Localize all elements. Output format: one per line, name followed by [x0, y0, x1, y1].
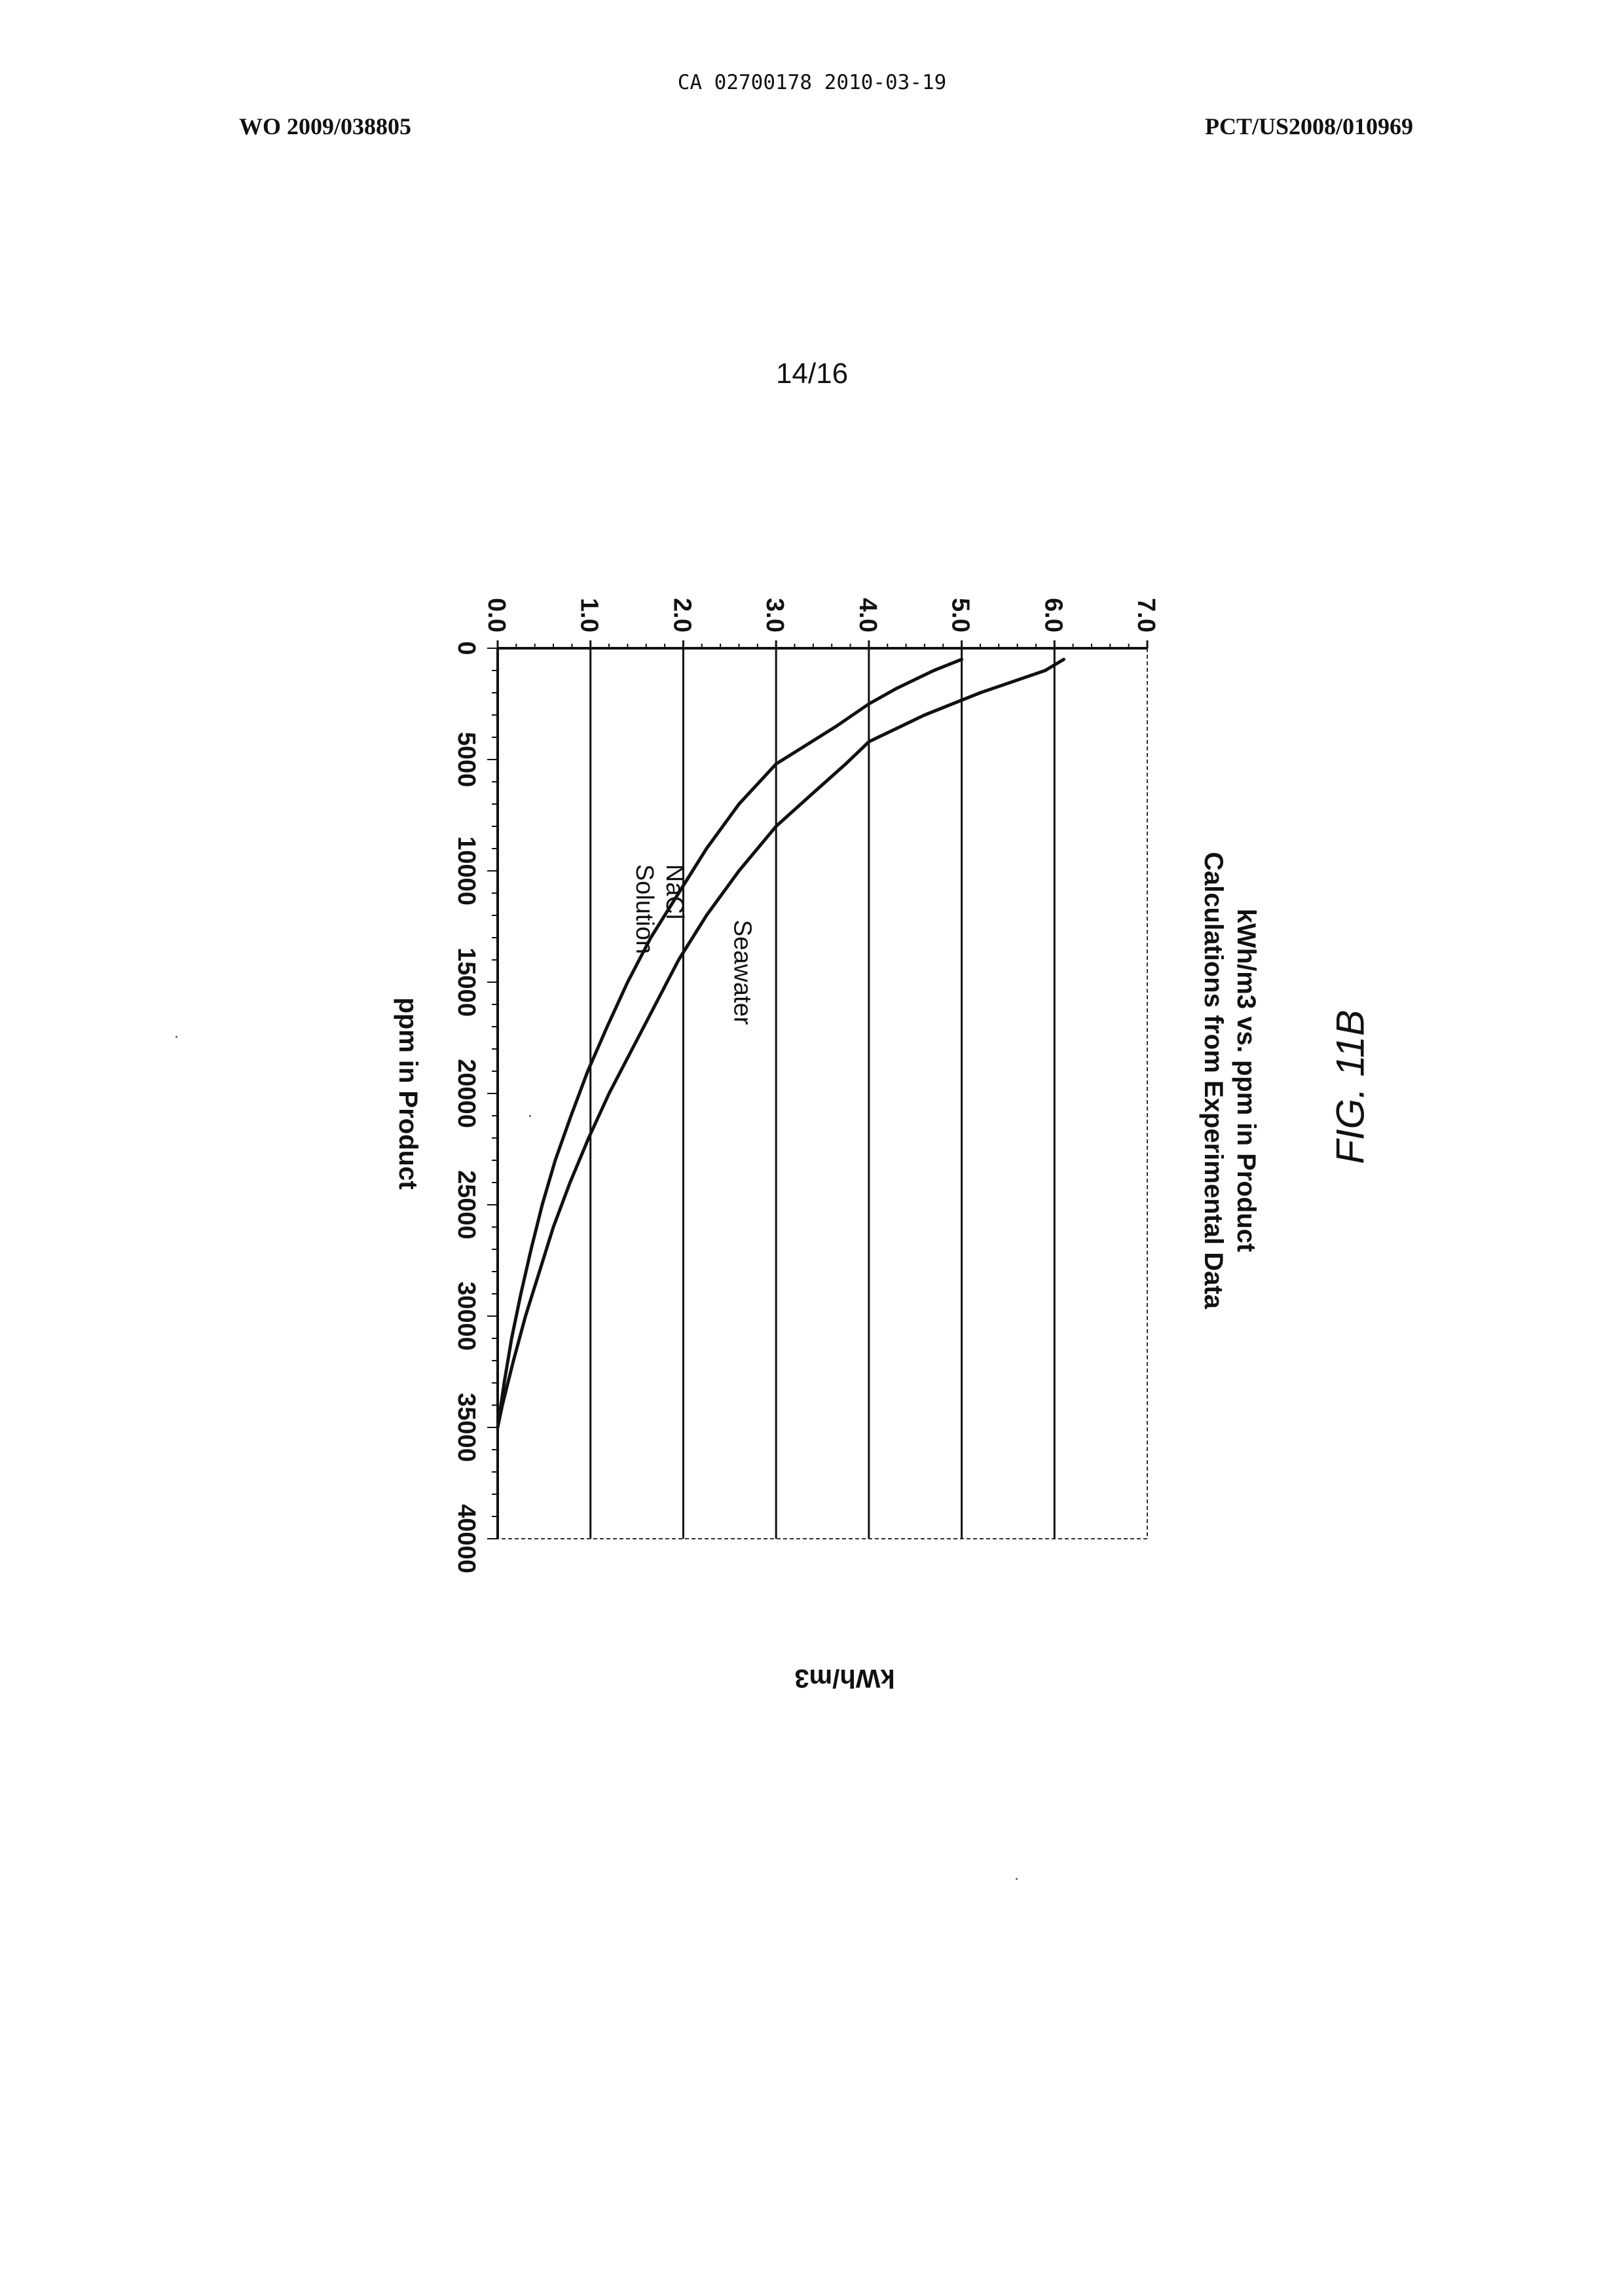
chart-labels: kWh/m3 vs. ppm in Product Calculations f… [394, 852, 1261, 1693]
y-tick-label-6.0: 6.0 [1039, 598, 1067, 633]
y-tick-label-1.0: 1.0 [576, 598, 603, 633]
x-tick-label-35000: 35000 [452, 1393, 480, 1462]
x-tick-label-40000: 40000 [452, 1504, 480, 1573]
chart-title: kWh/m3 vs. ppm in Product [1232, 909, 1261, 1253]
x-tick-label-30000: 30000 [452, 1281, 480, 1351]
y-tick-label-0.0: 0.0 [483, 598, 510, 633]
scan-speck [1016, 1878, 1018, 1880]
plot-area-frame [498, 648, 1147, 1539]
y-tick-label-7.0: 7.0 [1132, 598, 1160, 633]
y-tick-label-5.0: 5.0 [947, 598, 974, 633]
x-tick-label-0: 0 [452, 641, 480, 655]
series-line-nacl-solution [498, 659, 962, 1427]
x-axis-label: ppm in Product [394, 997, 422, 1189]
y-tick-label-3.0: 3.0 [761, 598, 788, 633]
x-tick-label-5000: 5000 [452, 732, 480, 788]
y-tick-label-4.0: 4.0 [854, 598, 881, 633]
x-tick-label-15000: 15000 [452, 947, 480, 1017]
scan-speck [175, 1036, 177, 1038]
x-tick-label-20000: 20000 [452, 1059, 480, 1128]
annotation-seawater: Seawater [728, 920, 756, 1025]
y-tick-label-2.0: 2.0 [668, 598, 695, 633]
annotation-solution: Solution [631, 864, 658, 954]
scan-speck [529, 1115, 531, 1117]
x-tick-label-10000: 10000 [452, 836, 480, 906]
annotation-nacl: NaCl [661, 864, 688, 919]
y-axis-label: kWh/m3 [794, 1664, 895, 1693]
chart-gridlines [591, 648, 1055, 1539]
chart-rotation-group: 0.0 1.0 2.0 3.0 4.0 5.0 6.0 7.0 0 5000 10000 15000 2… [394, 598, 1261, 1693]
chart-series [498, 659, 1064, 1427]
x-tick-label-25000: 25000 [452, 1170, 480, 1239]
series-line-seawater [498, 659, 1064, 1427]
chart-subtitle: Calculations from Experimental Data [1199, 852, 1228, 1310]
figure-label: FIG. 11B [1328, 1010, 1373, 1164]
